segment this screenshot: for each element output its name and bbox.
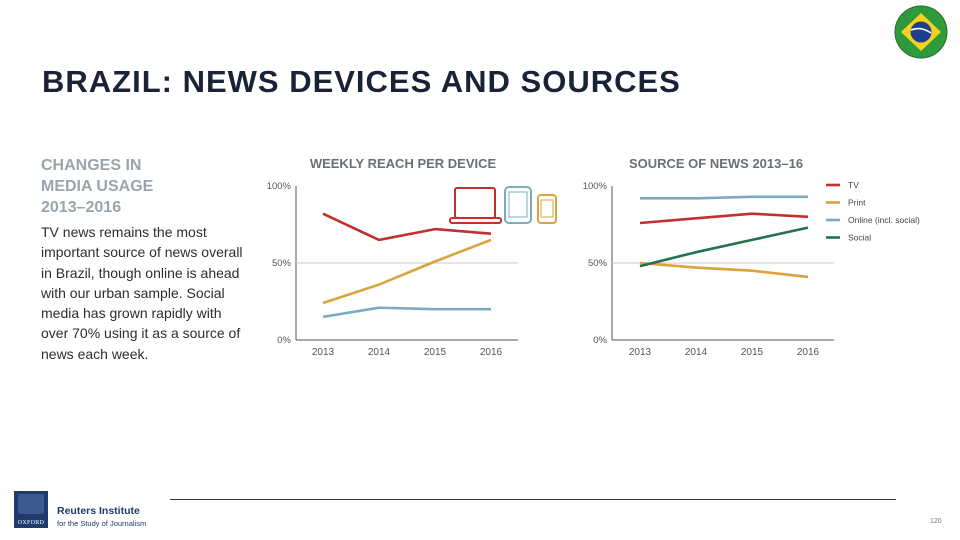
institute-name: Reuters Institute <box>57 505 140 517</box>
y-tick-label: 50% <box>588 258 608 269</box>
series-line <box>639 226 809 268</box>
page-number: 120 <box>930 518 942 525</box>
oxford-crest-icon <box>18 494 44 514</box>
side-heading-line: MEDIA USAGE <box>41 178 154 195</box>
footer-divider <box>170 499 896 500</box>
smartphone-icon <box>537 194 557 224</box>
x-tick-label: 2016 <box>480 347 503 358</box>
institute-subtitle: for the Study of Journalism <box>57 519 147 528</box>
x-tick-label: 2014 <box>368 347 391 358</box>
x-tick-label: 2016 <box>797 347 820 358</box>
tablet-icon <box>504 186 532 224</box>
chart-title: SOURCE OF NEWS 2013–16 <box>629 156 803 171</box>
legend-label: Print <box>848 198 866 208</box>
side-heading-line: 2013–2016 <box>41 199 122 216</box>
legend-label: Social <box>848 233 871 243</box>
page-title: BRAZIL: NEWS DEVICES AND SOURCES <box>42 64 681 99</box>
smartphone-screen-icon <box>540 199 554 218</box>
y-tick-label: 100% <box>267 181 292 192</box>
legend-label: Online (incl. social) <box>848 215 920 225</box>
x-tick-label: 2013 <box>629 347 652 358</box>
chart-title: WEEKLY REACH PER DEVICE <box>310 156 497 171</box>
x-tick-label: 2014 <box>685 347 708 358</box>
brazil-flag-icon <box>894 5 948 59</box>
y-tick-label: 50% <box>272 258 292 269</box>
side-body-text: TV news remains the most important sourc… <box>41 224 243 362</box>
x-tick-label: 2015 <box>741 347 764 358</box>
oxford-logo: OXFORD <box>14 491 48 528</box>
series-line <box>639 261 809 279</box>
y-tick-label: 0% <box>593 335 607 346</box>
series-line <box>322 238 492 305</box>
series-line <box>639 212 809 225</box>
series-line <box>322 212 492 242</box>
series-line <box>640 195 808 200</box>
tablet-screen-icon <box>508 191 528 218</box>
side-heading: CHANGES IN MEDIA USAGE 2013–2016 <box>41 155 241 218</box>
side-heading-line: CHANGES IN <box>41 157 142 174</box>
y-tick-label: 0% <box>277 335 291 346</box>
series-line <box>322 306 491 319</box>
x-tick-label: 2013 <box>312 347 335 358</box>
x-tick-label: 2015 <box>424 347 447 358</box>
legend-label: TV <box>848 180 859 190</box>
logo-word: OXFORD <box>17 520 45 526</box>
laptop-base-icon <box>449 217 502 224</box>
y-tick-label: 100% <box>583 181 608 192</box>
